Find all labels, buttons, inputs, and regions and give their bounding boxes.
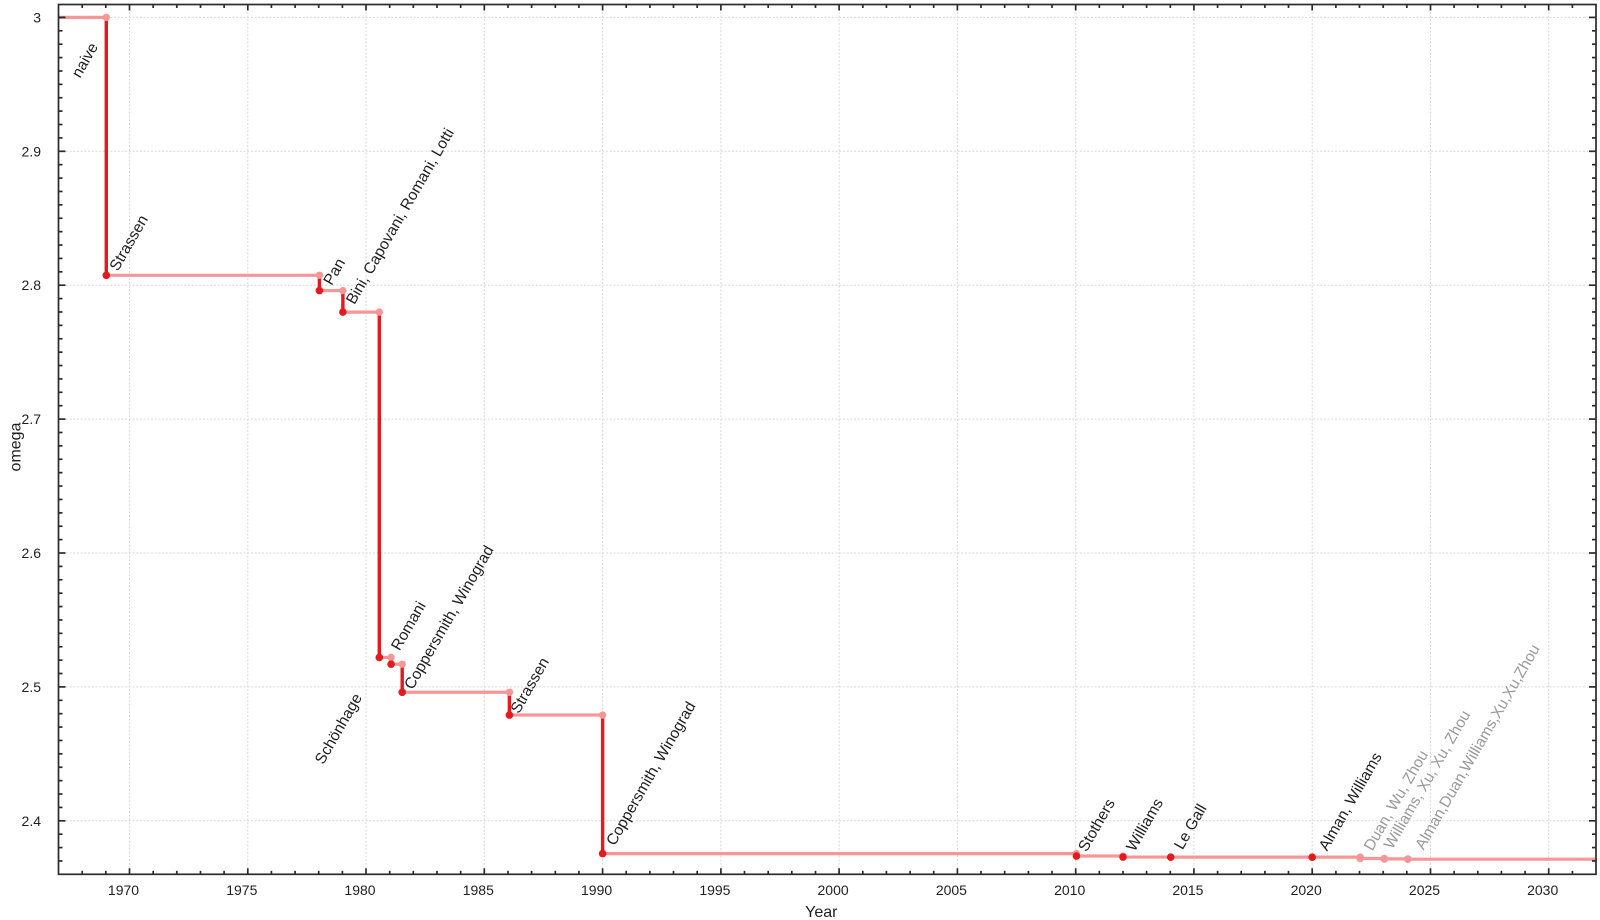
- svg-text:1970: 1970: [108, 882, 139, 898]
- svg-text:2015: 2015: [1172, 882, 1203, 898]
- svg-text:2000: 2000: [818, 882, 849, 898]
- svg-text:1980: 1980: [344, 882, 375, 898]
- svg-text:2030: 2030: [1527, 882, 1558, 898]
- svg-text:3: 3: [33, 9, 41, 25]
- svg-text:1985: 1985: [463, 882, 494, 898]
- svg-text:2.9: 2.9: [22, 143, 42, 159]
- svg-text:1975: 1975: [226, 882, 257, 898]
- svg-text:2025: 2025: [1409, 882, 1440, 898]
- svg-text:Year: Year: [805, 904, 838, 920]
- svg-text:2.6: 2.6: [22, 545, 42, 561]
- svg-text:2020: 2020: [1291, 882, 1322, 898]
- svg-text:2.7: 2.7: [22, 411, 42, 427]
- svg-text:2010: 2010: [1054, 882, 1085, 898]
- svg-text:2.8: 2.8: [22, 277, 42, 293]
- svg-text:2.4: 2.4: [22, 813, 42, 829]
- svg-text:omega: omega: [8, 422, 25, 471]
- svg-text:1990: 1990: [581, 882, 612, 898]
- svg-text:1995: 1995: [699, 882, 730, 898]
- svg-text:2005: 2005: [936, 882, 967, 898]
- svg-text:2.5: 2.5: [22, 679, 42, 695]
